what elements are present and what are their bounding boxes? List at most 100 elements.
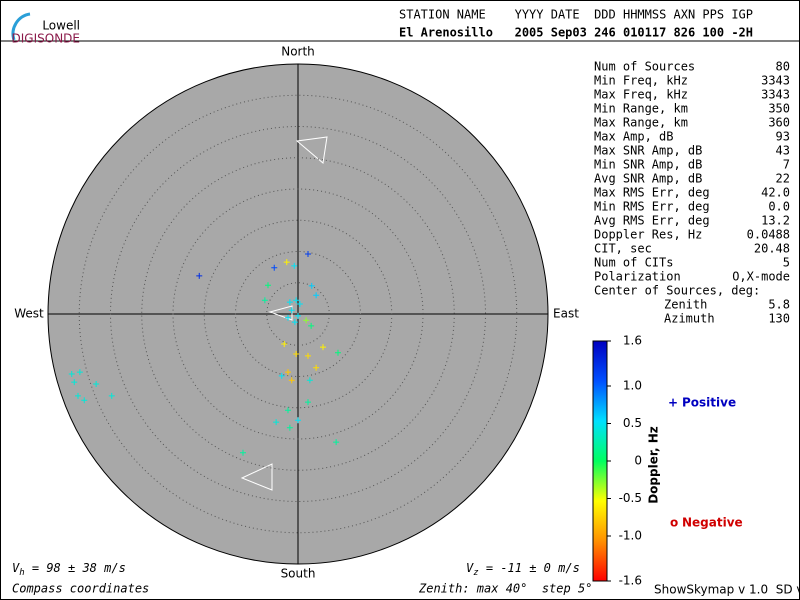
center-title: Center of Sources, deg: [594, 284, 760, 298]
source-point [308, 322, 315, 329]
source-point [285, 314, 291, 321]
colorbar [592, 340, 608, 582]
stat-value: 22 [776, 172, 790, 186]
sub: h [19, 568, 24, 578]
zenith-ring [141, 157, 455, 471]
colorbar-tick-label: -1.0 [619, 529, 642, 543]
logo-top: Lowell [42, 19, 80, 33]
source-point [81, 397, 88, 404]
stat-label: Min Range, km [594, 102, 688, 116]
stat-label: Max Range, km [594, 116, 688, 130]
stat-value: 5 [783, 256, 790, 270]
legend-symbol: o [670, 516, 678, 530]
stat-label: Avg SNR Amp, dB [594, 172, 702, 186]
colorbar-tick-label: -0.5 [619, 491, 642, 505]
version: ShowSkymap v 1.0 SD v 4.2 [654, 583, 800, 597]
source-point [285, 407, 291, 414]
colorbar-label: Doppler, Hz [647, 426, 661, 504]
direction-label: North [281, 45, 315, 59]
stat-label: Min RMS Err, deg [594, 200, 710, 214]
source-point [306, 377, 313, 384]
stat-label: Max Freq, kHz [594, 88, 688, 102]
source-point [71, 379, 78, 386]
stat-value: 3343 [761, 88, 790, 102]
colorbar-tick-label: -1.6 [619, 574, 642, 588]
stat-value: 3343 [761, 74, 790, 88]
stat-value: 0.0 [768, 200, 790, 214]
source-point [335, 349, 341, 356]
stat-value: 80 [776, 60, 790, 74]
source-point [196, 272, 203, 279]
source-point [288, 307, 295, 314]
legend-label: Positive [682, 396, 736, 410]
source-point [76, 369, 83, 376]
stat-label: CIT, sec [594, 242, 652, 256]
stat-value: 42.0 [761, 186, 790, 200]
colorbar-tick-label: 1.0 [623, 379, 642, 393]
source-point [273, 419, 280, 426]
zenith-ring [235, 251, 361, 377]
vz-text: Vz = -11 ± 0 m/s [466, 561, 580, 578]
stat-label: Min SNR Amp, dB [594, 158, 702, 172]
stat-label: Max SNR Amp, dB [594, 144, 702, 158]
source-point [295, 417, 301, 424]
direction-label: West [14, 307, 44, 321]
stat-label: Max Amp, dB [594, 130, 673, 144]
source-point [288, 377, 295, 384]
stat-value: 13.2 [761, 214, 790, 228]
source-point [108, 392, 115, 399]
colorbar-tick-label: 0.5 [623, 416, 642, 430]
arrow [295, 136, 328, 164]
source-point [283, 259, 290, 266]
source-point [305, 251, 311, 257]
legend-label: Negative [682, 516, 743, 530]
source-point [296, 301, 303, 307]
stat-label: Max RMS Err, deg [594, 186, 710, 200]
source-point [313, 364, 320, 371]
stat-value: 360 [768, 116, 790, 130]
vh-text: Vh = 98 ± 38 m/s [12, 561, 126, 578]
center-value: 5.8 [768, 298, 790, 312]
source-point [68, 371, 75, 377]
stat-label: Avg RMS Err, deg [594, 214, 710, 228]
stat-value: 93 [776, 130, 790, 144]
zenith-ring [110, 126, 486, 502]
source-point [281, 341, 288, 347]
source-point [240, 449, 246, 456]
source-point [305, 399, 311, 406]
sub: z [473, 568, 478, 578]
center-label: Azimuth [664, 312, 715, 326]
source-point [313, 292, 320, 299]
source-point [278, 372, 285, 379]
stat-value: O,X-mode [732, 270, 790, 284]
vh-value: = 98 ± 38 m/s [25, 561, 126, 575]
zenith-note: Zenith: max 40° step 5° [418, 582, 592, 596]
source-point [293, 297, 300, 304]
zenith-ring [266, 282, 330, 346]
zenith-ring [78, 94, 518, 534]
header-line: El Arenosillo 2005 Sep03 246 010117 826 … [399, 26, 753, 40]
center-value: 130 [768, 312, 790, 326]
stat-value: 350 [768, 102, 790, 116]
direction-label: South [281, 567, 316, 581]
stat-value: 43 [776, 144, 790, 158]
colorbar-tick-label: 0 [634, 454, 642, 468]
vz-value: = -11 ± 0 m/s [479, 561, 580, 575]
source-point [286, 424, 293, 431]
coords-note: Compass coordinates [12, 582, 149, 596]
stat-label: Min Freq, kHz [594, 74, 688, 88]
source-point [261, 297, 268, 304]
zenith-ring [172, 188, 424, 440]
source-point [291, 319, 298, 326]
source-point [320, 344, 326, 351]
stat-label: Polarization [594, 270, 681, 284]
source-point [286, 299, 293, 306]
direction-label: East [553, 307, 579, 321]
source-point [265, 282, 271, 289]
source-point [285, 369, 291, 376]
center-label: Zenith [664, 298, 707, 312]
stat-label: Num of CITs [594, 256, 673, 270]
source-point [293, 351, 300, 357]
source-point [308, 282, 315, 289]
